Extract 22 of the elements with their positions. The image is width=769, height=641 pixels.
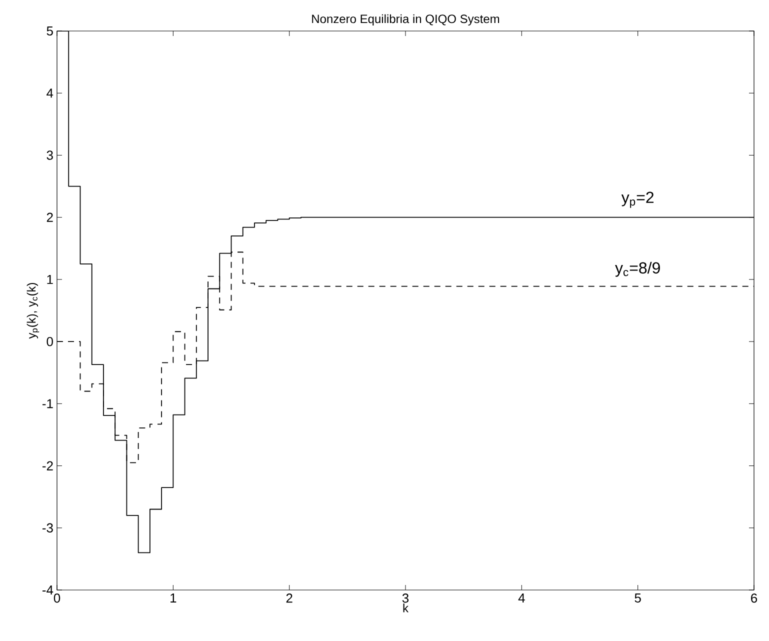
y-tick-label: -2 (42, 461, 53, 470)
y-tick-label: 0 (46, 336, 53, 346)
x-tick-label: 0 (54, 594, 60, 603)
x-tick-label: 2 (286, 594, 292, 603)
y-tick-label: 1 (47, 274, 53, 284)
annotation: y$_{p}$=2 (621, 192, 654, 208)
y-tick-label: -3 (42, 523, 53, 532)
x-tick-label: 3 (402, 594, 409, 603)
y-axis-title: y$_{p}$(k), y$_{c}$(k) (26, 282, 40, 339)
y-tick-label: -1 (42, 399, 53, 408)
y-tick-label: 3 (46, 150, 53, 160)
y-tick-label: 4 (46, 88, 54, 98)
y-tick-label: 5 (46, 26, 53, 36)
annotation: y$_{c}$=8/9 (615, 262, 660, 277)
y-tick-label: -4 (42, 586, 54, 594)
x-tick-label: 6 (751, 594, 758, 603)
chart-title: Nonzero Equilibria in QIQO System (312, 14, 500, 26)
x-tick-label: 5 (634, 594, 641, 603)
x-tick-label: 4 (518, 594, 525, 602)
y-tick-label: 2 (46, 212, 53, 222)
x-axis-title: k (403, 604, 409, 612)
x-tick-label: 1 (170, 594, 176, 602)
